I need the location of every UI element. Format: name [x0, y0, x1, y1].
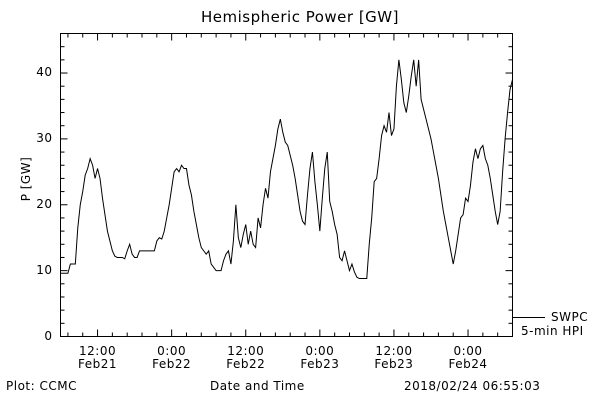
data-series-group — [60, 59, 513, 280]
x-axis-title: Date and Time — [210, 379, 305, 393]
plot-frame-rect — [60, 33, 513, 337]
x-tick-label-date: Feb22 — [152, 356, 192, 371]
legend-label-primary: SWPC — [551, 310, 589, 324]
y-tick-label: 10 — [36, 262, 53, 277]
x-tick-label-date: Feb21 — [78, 356, 118, 371]
y-tick-label: 30 — [36, 130, 53, 145]
x-tick-label-date: Feb22 — [226, 356, 266, 371]
chart-title: Hemispheric Power [GW] — [201, 8, 399, 26]
x-axis-ticks — [67, 33, 513, 337]
x-tick-label-time: 12:00 — [227, 343, 265, 358]
plot-credit-label: Plot: CCMC — [6, 379, 77, 393]
y-tick-label: 0 — [44, 328, 53, 343]
axis-frame — [60, 33, 513, 337]
y-axis-ticks — [60, 33, 513, 337]
legend-label-secondary: 5-min HPI — [521, 324, 584, 338]
x-tick-label-time: 0:00 — [157, 343, 187, 358]
x-tick-label-time: 12:00 — [79, 343, 117, 358]
x-tick-label-date: Feb23 — [300, 356, 340, 371]
x-tick-label-date: Feb23 — [374, 356, 414, 371]
generated-timestamp-label: 2018/02/24 06:55:03 — [404, 379, 541, 393]
y-tick-label: 40 — [36, 65, 53, 80]
data-line-0 — [60, 59, 513, 280]
y-tick-label: 20 — [36, 196, 53, 211]
x-tick-label-time: 0:00 — [305, 343, 335, 358]
x-tick-label-time: 12:00 — [375, 343, 413, 358]
x-tick-label-time: 0:00 — [453, 343, 483, 358]
x-tick-label-date: Feb24 — [448, 356, 488, 371]
